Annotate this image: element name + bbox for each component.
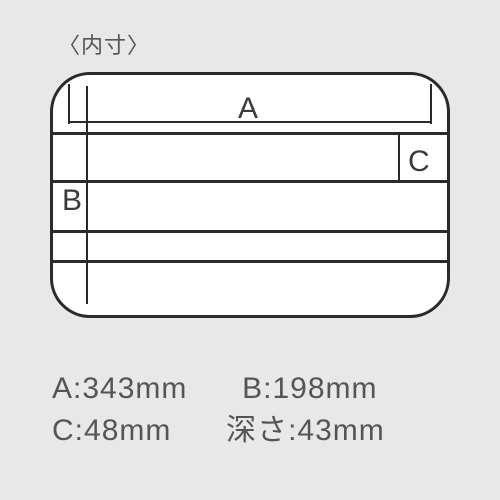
dim-a-key: A [52, 372, 73, 405]
compartment-line-1 [50, 132, 450, 135]
dim-c-label: C [408, 145, 430, 179]
dimension-diagram: A B C [50, 72, 450, 318]
dim-a-value: 343mm [82, 372, 187, 405]
compartment-line-4 [50, 260, 450, 263]
dim-b-key: B [242, 372, 263, 405]
dim-depth-value: 43mm [297, 414, 384, 447]
dim-b-label: B [62, 184, 82, 218]
dim-a-tick-right [430, 84, 432, 124]
title-inner-dimensions: 〈内寸〉 [58, 28, 150, 60]
dim-depth-key: 深さ [226, 414, 288, 447]
dim-a-tick-left [68, 84, 70, 124]
dim-b-value: 198mm [272, 372, 377, 405]
dim-row-2: C:48mm 深さ:43mm [52, 410, 385, 452]
dim-c-key: C [52, 414, 75, 447]
dimension-readout: A:343mm B:198mm C:48mm 深さ:43mm [52, 368, 385, 452]
dim-row-1: A:343mm B:198mm [52, 368, 385, 410]
dim-c-bar [398, 132, 400, 180]
compartment-line-3 [50, 230, 450, 233]
dim-b-bar [86, 86, 88, 304]
compartment-line-2 [50, 180, 450, 183]
dim-a-label: A [238, 92, 258, 126]
dim-c-value: 48mm [84, 414, 171, 447]
